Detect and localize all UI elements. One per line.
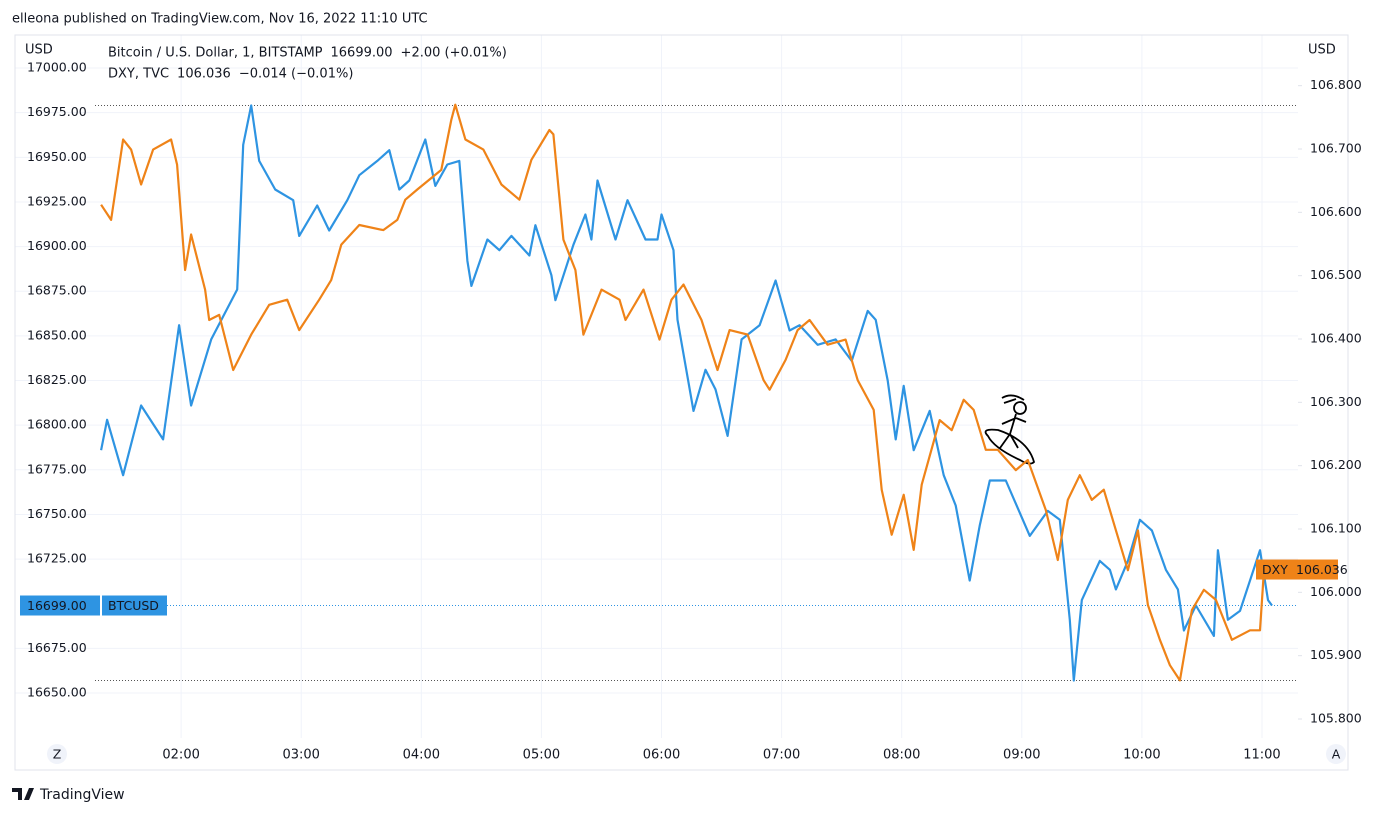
price-label-box [1256,559,1338,580]
y2-tick-label: 106.500 [1310,267,1362,282]
y2-tick-label: 105.800 [1310,711,1362,726]
y2-tick-label: 106.300 [1310,394,1362,409]
x-tick-label: 09:00 [1003,748,1040,763]
legend-change: −0.014 (−0.01%) [239,67,354,82]
brand-logo [12,788,34,800]
x-tick-label: 10:00 [1123,748,1160,763]
legend-value: 106.036 [177,67,231,82]
price-label-symbol: BTCUSD [108,598,159,613]
y-tick-label: 16650.00 [27,685,87,700]
legend-value: 16699.00 [331,46,393,61]
x-tick-label: 07:00 [763,748,800,763]
price-label-value: 106.036 [1296,562,1348,577]
y-tick-label: 16850.00 [27,327,87,342]
y-unit: USD [25,43,53,58]
chart-frame [14,34,1349,771]
y2-tick-label: 106.700 [1310,141,1362,156]
x-tick-label: 08:00 [883,748,920,763]
x-tick-label: 06:00 [643,748,680,763]
symbol-label-box [102,595,167,616]
x-tick-label: 05:00 [523,748,560,763]
y-tick-label: 16875.00 [27,283,87,298]
y2-tick-label: 106.200 [1310,457,1362,472]
doodle [984,394,1036,465]
y-tick-label: 16675.00 [27,640,87,655]
legend-change: +2.00 (+0.01%) [401,46,507,61]
price-label-box [20,595,100,616]
grid [15,35,1298,738]
y-tick-label: 16950.00 [27,149,87,164]
y2-tick-label: 106.100 [1310,521,1362,536]
brand-name: TradingView [39,787,125,803]
y-tick-label: 16925.00 [27,193,87,208]
scale-button-label: Z [53,747,62,762]
series-line [100,103,1266,682]
attribution: elleona published on TradingView.com, No… [12,12,428,27]
y-tick-label: 16725.00 [27,551,87,566]
y-tick-label: 16900.00 [27,238,87,253]
legend-name: Bitcoin / U.S. Dollar, 1, BITSTAMP [108,46,323,61]
x-tick-label: 03:00 [282,748,319,763]
y-tick-label: 16750.00 [27,506,87,521]
scale-button [1326,744,1346,764]
y2-tick-label: 106.800 [1310,77,1362,92]
y2-tick-label: 105.900 [1310,647,1362,662]
y2-tick-label: 106.600 [1310,204,1362,219]
y-tick-label: 17000.00 [27,60,87,75]
legend-name: DXY, TVC [108,67,169,82]
y2-tick-label: 106.000 [1310,584,1362,599]
series-line [100,104,1273,682]
price-label-value: 16699.00 [27,598,87,613]
x-tick-label: 02:00 [162,748,199,763]
y-tick-label: 16825.00 [27,372,87,387]
y-tick-label: 16800.00 [27,417,87,432]
scale-button [47,744,67,764]
x-tick-label: 04:00 [403,748,440,763]
x-tick-label: 11:00 [1243,748,1280,763]
scale-button-label: A [1332,747,1341,762]
y2-unit: USD [1308,43,1336,58]
y-tick-label: 16775.00 [27,461,87,476]
y2-tick-label: 106.400 [1310,331,1362,346]
y-tick-label: 16975.00 [27,104,87,119]
price-label-symbol: DXY [1262,562,1288,577]
